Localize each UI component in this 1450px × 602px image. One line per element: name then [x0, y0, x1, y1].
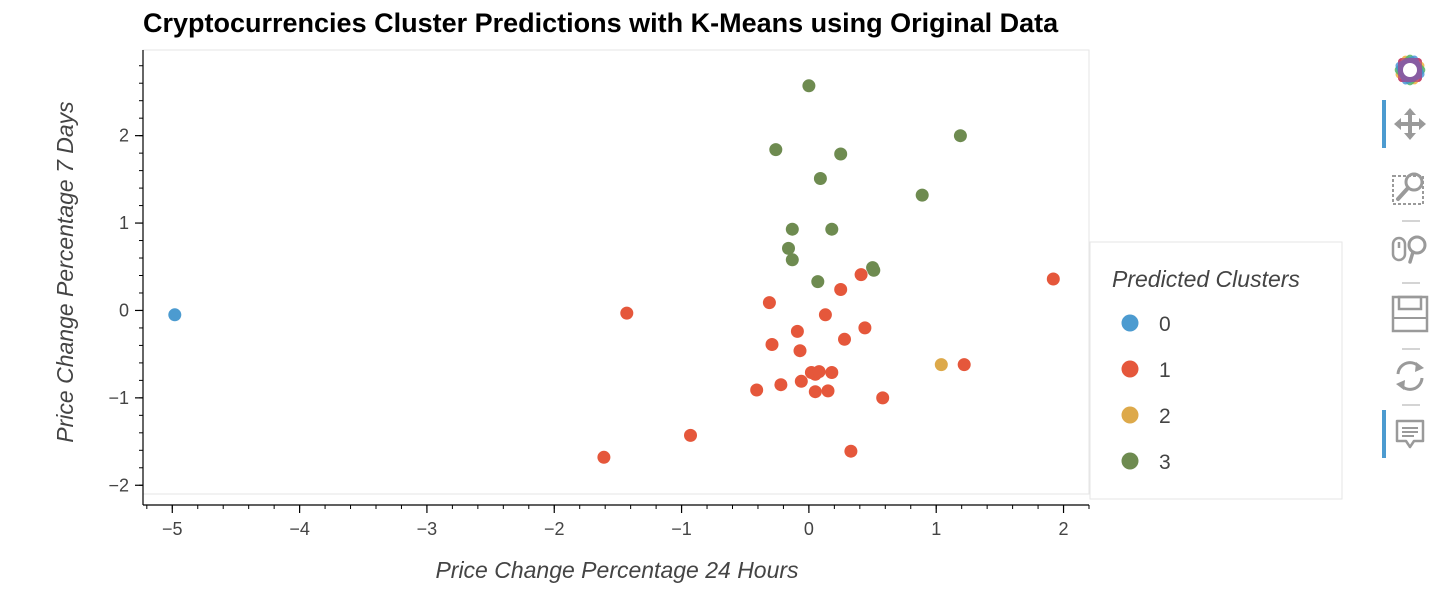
- legend-label: 2: [1159, 405, 1171, 428]
- scatter-chart: Cryptocurrencies Cluster Predictions wit…: [52, 8, 1343, 583]
- point-cluster-3[interactable]: [769, 143, 783, 157]
- reset-icon: [1396, 361, 1424, 391]
- bokeh-logo-icon[interactable]: [1380, 46, 1440, 94]
- point-cluster-1[interactable]: [818, 308, 832, 322]
- point-cluster-3[interactable]: [953, 129, 967, 143]
- plot-area[interactable]: [142, 49, 1090, 495]
- legend: Predicted Clusters 0 1 2 3: [1089, 241, 1343, 500]
- x-axis-label: Price Change Percentage 24 Hours: [435, 557, 799, 583]
- legend-title: Predicted Clusters: [1112, 266, 1300, 292]
- point-cluster-1[interactable]: [790, 324, 804, 338]
- point-cluster-1[interactable]: [876, 391, 890, 405]
- bokeh-logo-icon: [1394, 54, 1426, 86]
- x-axis: −5 −4 −3 −2 −1 0 1 2: [143, 504, 1090, 539]
- point-cluster-1[interactable]: [834, 283, 848, 296]
- hover-tool-button[interactable]: [1380, 410, 1440, 458]
- legend-marker-0: [1121, 314, 1139, 332]
- point-cluster-1[interactable]: [957, 358, 971, 372]
- point-cluster-1[interactable]: [838, 332, 851, 346]
- legend-label: 3: [1159, 451, 1171, 474]
- toolbar-separator: [1402, 220, 1420, 222]
- point-cluster-1[interactable]: [597, 450, 611, 464]
- point-cluster-3[interactable]: [785, 253, 799, 267]
- legend-label: 1: [1159, 359, 1171, 382]
- point-cluster-0[interactable]: [168, 308, 182, 322]
- x-tick-label: 0: [804, 519, 814, 539]
- toolbar-separator: [1402, 282, 1420, 284]
- point-cluster-3[interactable]: [813, 172, 827, 185]
- toolbar-separator: [1402, 348, 1420, 350]
- point-cluster-1[interactable]: [750, 383, 764, 397]
- legend-marker-2: [1121, 406, 1139, 424]
- box-zoom-icon: [1392, 172, 1424, 205]
- x-tick-label: 1: [931, 519, 941, 539]
- point-cluster-1[interactable]: [684, 428, 697, 442]
- point-cluster-3[interactable]: [782, 241, 795, 255]
- y-tick-label: 2: [119, 126, 129, 146]
- chart-title: Cryptocurrencies Cluster Predictions wit…: [143, 8, 1059, 38]
- point-cluster-1[interactable]: [620, 306, 634, 320]
- y-axis-label: Price Change Percentage 7 Days: [52, 101, 78, 443]
- save-icon: [1391, 295, 1429, 333]
- data-points: [168, 79, 1060, 464]
- legend-label: 0: [1159, 313, 1171, 336]
- legend-marker-3: [1121, 452, 1139, 470]
- pan-tool-button[interactable]: [1380, 100, 1440, 148]
- point-cluster-1[interactable]: [821, 384, 835, 398]
- point-cluster-1[interactable]: [844, 444, 858, 458]
- point-cluster-1[interactable]: [825, 366, 839, 379]
- point-cluster-1[interactable]: [793, 344, 807, 358]
- toolbar-separator: [1402, 404, 1420, 406]
- y-axis: −2 −1 0 1 2: [108, 50, 144, 505]
- y-tick-label: 1: [119, 213, 129, 233]
- y-tick-label: −1: [108, 388, 129, 408]
- point-cluster-3[interactable]: [802, 79, 816, 93]
- x-tick-label: −2: [544, 519, 565, 539]
- hover-icon: [1395, 419, 1425, 449]
- point-cluster-3[interactable]: [785, 222, 799, 236]
- x-tick-label: −5: [162, 519, 183, 539]
- wheel-zoom-icon: [1391, 235, 1427, 264]
- reset-tool-button[interactable]: [1380, 352, 1440, 400]
- x-tick-label: −4: [289, 519, 310, 539]
- box-zoom-tool-button[interactable]: [1380, 164, 1440, 212]
- legend-items: 0 1 2 3: [1121, 313, 1171, 474]
- x-tick-label: −3: [417, 519, 438, 539]
- y-tick-label: −2: [108, 475, 129, 495]
- wheel-zoom-tool-button[interactable]: [1380, 226, 1440, 274]
- chart-canvas: Cryptocurrencies Cluster Predictions wit…: [52, 8, 1343, 583]
- point-cluster-1[interactable]: [1046, 272, 1060, 286]
- x-tick-label: −1: [671, 519, 692, 539]
- legend-marker-1: [1121, 360, 1139, 378]
- point-cluster-1[interactable]: [854, 268, 868, 282]
- point-cluster-2[interactable]: [934, 358, 948, 372]
- point-cluster-3[interactable]: [825, 222, 839, 236]
- point-cluster-3[interactable]: [915, 188, 929, 202]
- point-cluster-1[interactable]: [794, 374, 808, 388]
- save-tool-button[interactable]: [1380, 290, 1440, 338]
- point-cluster-1[interactable]: [765, 338, 779, 351]
- point-cluster-1[interactable]: [762, 296, 776, 310]
- point-cluster-1[interactable]: [774, 378, 788, 392]
- pan-icon: [1394, 108, 1426, 140]
- x-tick-label: 2: [1059, 519, 1069, 539]
- point-cluster-1[interactable]: [858, 321, 872, 335]
- point-cluster-3[interactable]: [867, 263, 881, 277]
- point-cluster-3[interactable]: [834, 147, 848, 161]
- point-cluster-3[interactable]: [811, 275, 825, 289]
- point-cluster-1[interactable]: [808, 385, 822, 399]
- toolbar: [1380, 44, 1440, 474]
- y-tick-label: 0: [119, 300, 129, 320]
- point-cluster-1[interactable]: [812, 365, 826, 379]
